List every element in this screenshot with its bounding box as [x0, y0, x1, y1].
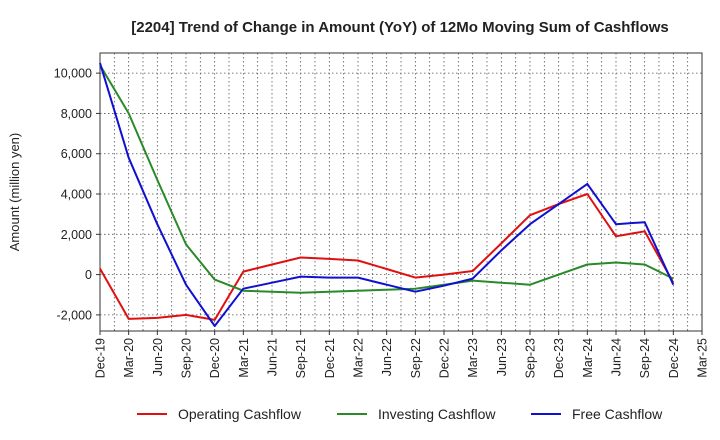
x-tick-label: Jun-21 — [266, 338, 280, 376]
plot-area-frame — [99, 52, 703, 332]
y-tick-label: -2,000 — [57, 308, 92, 322]
y-tick-label: 8,000 — [61, 107, 92, 121]
x-tick-label: Sep-21 — [294, 338, 308, 378]
x-tick-label: Dec-24 — [667, 338, 681, 378]
x-tick-label: Dec-19 — [94, 338, 108, 378]
x-tick-label: Dec-21 — [323, 338, 337, 378]
legend-item-investing-cashflow: Investing Cashflow — [337, 406, 496, 422]
series-lines — [99, 62, 675, 327]
y-axis-label: Amount (million yen) — [7, 133, 22, 252]
y-tick-label: 10,000 — [54, 67, 92, 81]
x-tick-label: Mar-21 — [237, 338, 251, 378]
x-tick-label: Mar-25 — [696, 338, 710, 378]
legend-label: Operating Cashflow — [178, 406, 302, 422]
legend-label: Investing Cashflow — [378, 406, 496, 422]
x-tick-label: Dec-23 — [552, 338, 566, 378]
x-tick-label: Mar-23 — [466, 338, 480, 378]
y-tick-label: 2,000 — [61, 228, 92, 242]
x-axis-ticks: Dec-19 Mar-20 Jun-20 Sep-20 Dec-20 Mar-21 Jun-… — [94, 331, 710, 378]
x-tick-label: Mar-22 — [352, 338, 366, 378]
legend-item-operating-cashflow: Operating Cashflow — [137, 406, 302, 422]
legend-item-free-cashflow: Free Cashflow — [531, 406, 663, 422]
y-tick-label: 4,000 — [61, 188, 92, 202]
legend-label: Free Cashflow — [572, 406, 663, 422]
x-tick-label: Sep-23 — [524, 338, 538, 378]
x-tick-label: Mar-24 — [581, 338, 595, 378]
y-tick-label: 0 — [85, 268, 92, 282]
x-tick-label: Jun-23 — [495, 338, 509, 376]
x-tick-label: Dec-22 — [438, 338, 452, 378]
y-axis-ticks: -2,000 0 2,000 4,000 6,000 8,000 10,000 — [54, 67, 100, 322]
y-tick-label: 6,000 — [61, 147, 92, 161]
x-tick-label: Dec-20 — [208, 338, 222, 378]
series-line-free-cashflow — [99, 62, 675, 327]
x-tick-label: Jun-20 — [151, 338, 165, 376]
x-tick-label: Sep-20 — [180, 338, 194, 378]
x-tick-label: Sep-24 — [638, 338, 652, 378]
legend: Operating Cashflow Investing Cashflow Free… — [137, 406, 663, 422]
x-tick-label: Sep-22 — [409, 338, 423, 378]
x-tick-label: Jun-24 — [610, 338, 624, 376]
chart-title: [2204] Trend of Change in Amount (YoY) o… — [131, 19, 669, 36]
series-line-investing-cashflow — [99, 64, 674, 294]
grid — [100, 53, 702, 331]
series-line-operating-cashflow — [99, 193, 675, 321]
x-tick-label: Jun-22 — [380, 338, 394, 376]
x-tick-label: Mar-20 — [122, 338, 136, 378]
